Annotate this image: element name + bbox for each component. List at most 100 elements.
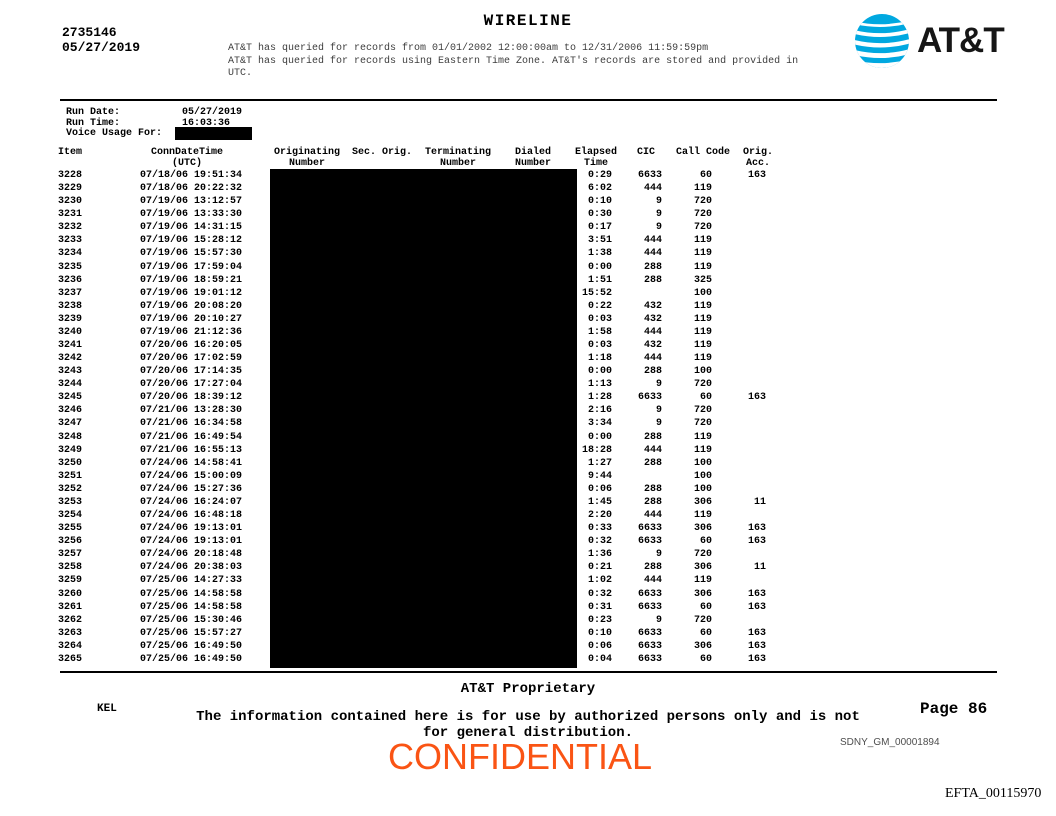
run-date-value: 05/27/2019 [182,107,243,118]
cell-orig-acc: 163 [747,627,766,639]
cell-cic: 6633 [637,392,662,404]
cell-elapsed-time: 1:38 [587,248,612,260]
cell-elapsed-time: 0:04 [587,653,612,665]
table-row: 3257 07/24/06 20:18:48 1:36 9 720 [58,549,778,562]
cell-call-code: 306 [693,588,712,600]
column-header-orig-acc: Orig. Acc. [742,147,773,169]
cell-item: 3232 [58,222,83,234]
cell-item: 3261 [58,601,83,613]
cell-cic: 6633 [637,653,662,665]
cell-call-code: 720 [693,549,712,561]
cell-conndatetime: 07/20/06 16:20:05 [140,340,243,352]
cell-conndatetime: 07/19/06 17:59:04 [140,261,243,273]
cell-orig-acc: 163 [747,523,766,535]
cell-conndatetime: 07/19/06 21:12:36 [140,326,243,338]
cell-cic: 432 [643,300,662,312]
cell-elapsed-time: 0:06 [587,640,612,652]
table-row: 3252 07/24/06 15:27:36 0:06 288 100 [58,484,778,497]
cell-cic: 9 [655,549,662,561]
cell-cic: 9 [655,614,662,626]
query-line-2: AT&T has queried for records using Easte… [228,55,799,67]
cell-call-code: 60 [699,392,712,404]
cell-conndatetime: 07/24/06 15:00:09 [140,470,243,482]
table-row: 3243 07/20/06 17:14:35 0:00 288 100 [58,366,778,379]
cell-conndatetime: 07/24/06 16:48:18 [140,510,243,522]
cell-call-code: 119 [693,353,712,365]
cell-call-code: 720 [693,209,712,221]
cell-elapsed-time: 0:22 [587,300,612,312]
page-number: Page 86 [920,700,988,718]
cell-conndatetime: 07/25/06 15:57:27 [140,627,243,639]
cell-elapsed-time: 1:18 [587,353,612,365]
cell-cic: 444 [643,183,662,195]
footer-divider [60,671,997,673]
cell-cic: 9 [655,196,662,208]
cell-conndatetime: 07/19/06 15:57:30 [140,248,243,260]
records-table: 3228 07/18/06 19:51:34 0:29 6633 60 163 … [58,170,778,667]
cell-cic: 444 [643,575,662,587]
cell-conndatetime: 07/24/06 15:27:36 [140,483,243,495]
table-row: 3236 07/19/06 18:59:21 1:51 288 325 [58,275,778,288]
cell-item: 3249 [58,444,83,456]
cell-call-code: 119 [693,510,712,522]
cell-call-code: 306 [693,640,712,652]
voice-usage-redaction-box [175,127,252,140]
cell-elapsed-time: 0:32 [587,588,612,600]
cell-call-code: 119 [693,300,712,312]
cell-cic: 444 [643,235,662,247]
cell-conndatetime: 07/21/06 16:34:58 [140,418,243,430]
cell-call-code: 119 [693,444,712,456]
cell-item: 3262 [58,614,83,626]
bates-number-efta: EFTA_00115970 [945,786,1042,801]
cell-elapsed-time: 0:31 [587,601,612,613]
cell-call-code: 720 [693,222,712,234]
distribution-notice-line-1: The information contained here is for us… [196,709,860,725]
cell-cic: 288 [643,274,662,286]
cell-elapsed-time: 0:00 [587,366,612,378]
cell-item: 3228 [58,170,83,181]
cell-conndatetime: 07/25/06 14:58:58 [140,601,243,613]
cell-call-code: 306 [693,562,712,574]
cell-elapsed-time: 3:51 [587,235,612,247]
cell-elapsed-time: 3:34 [587,418,612,430]
cell-elapsed-time: 0:33 [587,523,612,535]
table-row: 3260 07/25/06 14:58:58 0:32 6633 306 163 [58,589,778,602]
cell-cic: 444 [643,510,662,522]
cell-call-code: 60 [699,170,712,181]
cell-call-code: 119 [693,313,712,325]
cell-call-code: 720 [693,614,712,626]
table-row: 3232 07/19/06 14:31:15 0:17 9 720 [58,222,778,235]
cell-conndatetime: 07/24/06 20:18:48 [140,549,243,561]
table-row: 3259 07/25/06 14:27:33 1:02 444 119 [58,575,778,588]
table-row: 3242 07/20/06 17:02:59 1:18 444 119 [58,353,778,366]
cell-conndatetime: 07/18/06 19:51:34 [140,170,243,181]
cell-cic: 432 [643,340,662,352]
distribution-notice-line-2: for general distribution. [422,725,634,741]
cell-call-code: 60 [699,536,712,548]
table-row: 3253 07/24/06 16:24:07 1:45 288 306 11 [58,497,778,510]
cell-orig-acc: 163 [747,601,766,613]
cell-item: 3242 [58,353,83,365]
cell-item: 3229 [58,183,83,195]
cell-orig-acc: 163 [747,588,766,600]
cell-elapsed-time: 1:58 [587,326,612,338]
cell-call-code: 119 [693,340,712,352]
cell-conndatetime: 07/24/06 16:24:07 [140,496,243,508]
att-globe-icon [855,14,909,73]
cell-call-code: 60 [699,601,712,613]
table-row: 3234 07/19/06 15:57:30 1:38 444 119 [58,248,778,261]
cell-call-code: 100 [693,457,712,469]
voice-usage-label: Voice Usage For: [66,128,163,139]
column-header-elapsed-time: Elapsed Time [574,147,617,169]
table-row: 3255 07/24/06 19:13:01 0:33 6633 306 163 [58,523,778,536]
cell-call-code: 720 [693,196,712,208]
cell-elapsed-time: 1:02 [587,575,612,587]
att-logo-wordmark: AT&T [917,21,1005,60]
column-header-call-code: Call Code [675,147,730,158]
cell-elapsed-time: 0:10 [587,627,612,639]
table-row: 3263 07/25/06 15:57:27 0:10 6633 60 163 [58,628,778,641]
cell-elapsed-time: 1:36 [587,549,612,561]
cell-cic: 444 [643,248,662,260]
cell-conndatetime: 07/21/06 16:49:54 [140,431,243,443]
